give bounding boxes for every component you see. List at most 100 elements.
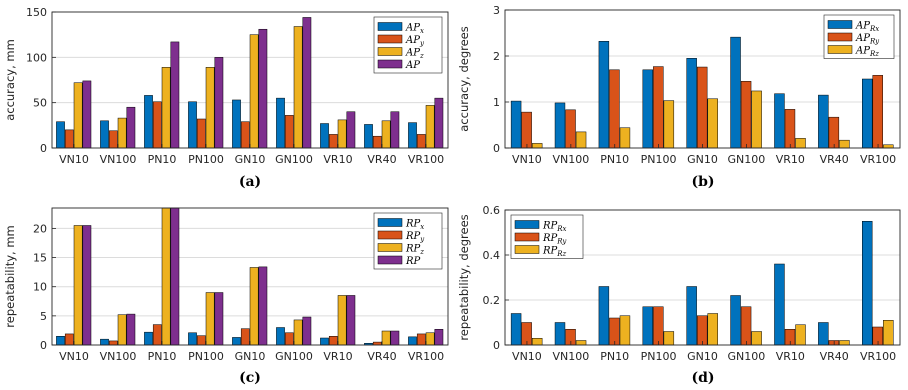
bar	[284, 115, 294, 149]
bar	[663, 331, 675, 346]
bar	[818, 94, 829, 149]
y-tick-label: 0.6	[483, 204, 501, 217]
chart-b: 0 1 2 3 VN10 VN100 PN10 PN100 GN10 GN100 VR10 VR40 V…	[457, 4, 901, 190]
bar	[425, 105, 435, 149]
bar	[575, 131, 587, 149]
bar	[152, 324, 162, 346]
chart-c: 0 5 10 15 20 VN10 VN100 PN10 PN100 GN10 GN100 VR10 V…	[3, 207, 449, 386]
legend-swatch	[514, 245, 540, 254]
bar	[320, 123, 329, 149]
y-tick-label: 3	[493, 4, 500, 17]
y-tick-label: 10	[33, 281, 47, 294]
bar	[258, 28, 268, 149]
legend-entry: APx	[405, 23, 424, 36]
legend-entry: AP	[405, 60, 420, 71]
legend-swatch	[377, 255, 403, 265]
x-tick-label: VR40	[820, 153, 849, 166]
bar	[416, 333, 426, 346]
bar	[144, 331, 153, 346]
bar	[214, 57, 224, 149]
bar	[619, 315, 631, 346]
legend-swatch	[514, 220, 540, 229]
bar	[872, 75, 883, 149]
bar	[346, 111, 356, 149]
bar	[784, 109, 796, 149]
legend-swatch	[827, 45, 853, 54]
x-tick-label: VN100	[552, 350, 589, 363]
bar	[205, 67, 215, 149]
bar	[883, 320, 894, 346]
bar	[152, 101, 162, 149]
bar	[381, 330, 391, 346]
y-tick-label: 0	[40, 142, 47, 155]
y-axis-label: accuracy, degrees	[457, 26, 471, 132]
bar	[828, 116, 840, 149]
bar	[73, 82, 83, 149]
bar	[653, 66, 664, 149]
y-tick-label: 2	[493, 50, 500, 63]
y-axis-label: repeatability, mm	[3, 225, 17, 327]
y-axis-label: repeatability, degrees	[457, 214, 471, 340]
x-tick-label: VR100	[408, 153, 444, 166]
bar	[284, 332, 294, 346]
bar	[64, 333, 74, 346]
bar	[161, 207, 171, 346]
x-tick-label: PN10	[600, 350, 629, 363]
legend-swatch	[377, 243, 403, 252]
axes-box	[504, 9, 901, 149]
bar	[302, 316, 312, 346]
legend-entry: RPy	[405, 231, 425, 244]
legend-swatch	[377, 47, 403, 56]
bar	[730, 295, 741, 346]
x-tick-label: VN100	[552, 153, 589, 166]
bar	[434, 329, 444, 346]
legend-swatch	[827, 32, 853, 42]
x-tick-label: GN100	[275, 153, 313, 166]
bar	[320, 337, 329, 346]
bar	[328, 134, 338, 149]
bar	[751, 90, 762, 149]
legend-swatch	[377, 59, 403, 69]
bar	[751, 331, 762, 346]
bar	[862, 221, 873, 346]
y-tick-label: 0	[40, 339, 47, 352]
legend-swatch	[514, 232, 540, 242]
bar	[609, 69, 620, 149]
bar	[56, 336, 65, 346]
bar	[795, 138, 806, 149]
bar	[653, 306, 664, 346]
bar	[434, 97, 444, 149]
y-tick-label: 0	[493, 339, 500, 352]
bar	[686, 58, 697, 149]
legend-entry: RPx	[405, 219, 424, 232]
bar	[258, 266, 268, 346]
y-tick-label: 15	[33, 252, 47, 265]
x-tick-label: VN10	[59, 350, 89, 363]
x-tick-label: PN10	[600, 153, 629, 166]
bar	[619, 127, 631, 149]
bar	[554, 102, 566, 149]
bar	[416, 134, 426, 149]
bar	[364, 124, 373, 149]
bar	[240, 328, 250, 346]
axes-box	[51, 11, 449, 149]
bar	[249, 267, 259, 346]
bar	[240, 121, 250, 149]
x-tick-label: VR10	[776, 153, 805, 166]
bar	[839, 139, 850, 149]
y-tick-label: 0.2	[483, 294, 501, 307]
bar	[730, 36, 741, 149]
bar	[346, 295, 356, 346]
axes-box	[51, 207, 449, 346]
bar	[293, 319, 303, 346]
x-tick-label: VR10	[323, 153, 352, 166]
bar	[510, 100, 522, 149]
x-tick-label: PN100	[188, 350, 224, 363]
legend-entry: APRy	[855, 33, 880, 46]
legend-entry: APRx	[855, 21, 879, 34]
x-tick-label: VR40	[820, 350, 849, 363]
